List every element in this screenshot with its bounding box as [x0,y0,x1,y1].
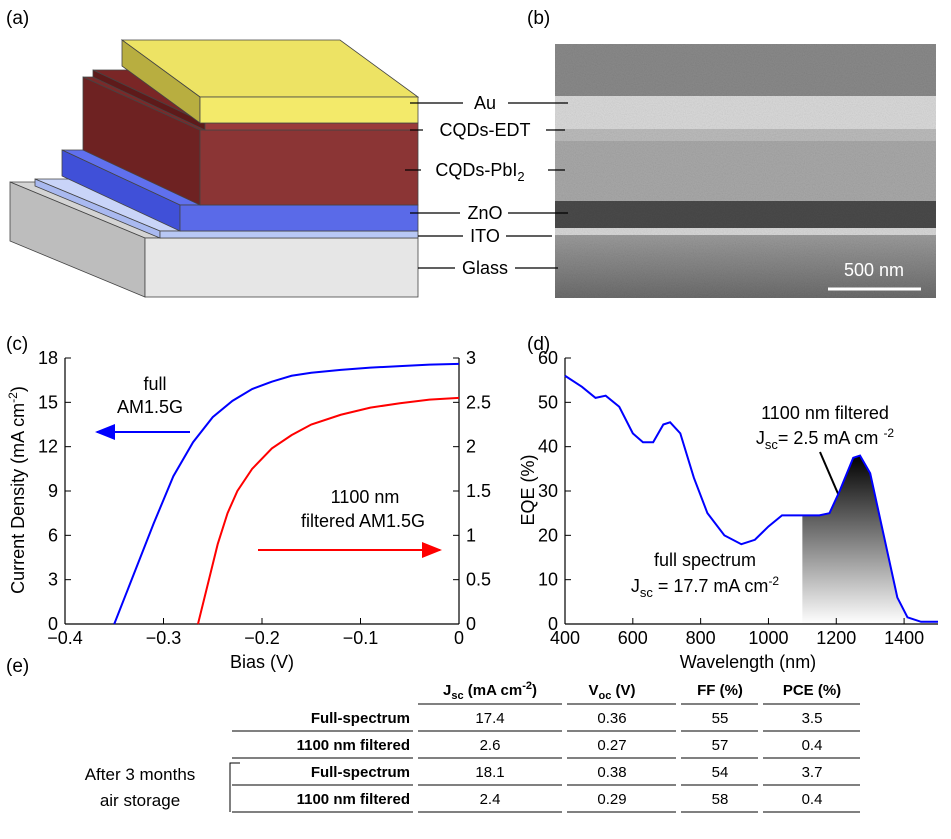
annotation: full spectrum [654,550,756,570]
y-tick-label: 20 [538,525,558,545]
table-cell: 55 [712,710,729,727]
y2-tick-label: 2.5 [466,392,491,412]
x-tick-label: 1200 [816,628,856,648]
table-cell: 18.1 [475,764,504,781]
x-tick-label: −0.3 [146,628,182,648]
table-cell: 2.4 [480,791,501,808]
data-line [113,362,460,625]
x-tick-label: 800 [686,628,716,648]
x-tick-label: 1400 [884,628,924,648]
panel-label: (e) [6,656,29,677]
y-tick-label: 0 [48,614,58,634]
annotation: Jsc= 2.5 mA cm -2 [756,426,895,452]
y-axis-label: EQE (%) [518,454,538,525]
column-header: PCE (%) [783,682,841,699]
table-cell: 57 [712,737,729,754]
table-cell: 17.4 [475,710,504,727]
x-tick-label: 400 [550,628,580,648]
data-line [197,396,460,625]
table-cell: 0.36 [597,710,626,727]
y-tick-label: 6 [48,525,58,545]
x-axis-label: Bias (V) [230,652,294,672]
bracket [229,762,240,812]
y-axis-label: Current Density (mA cm-2) [6,386,28,594]
layer-label: ZnO [467,203,502,223]
leader-lines [405,102,568,269]
row-label: 1100 nm filtered [297,737,410,754]
sem-image [555,44,936,298]
panel-label: (c) [6,334,28,355]
panel-label: (a) [6,8,29,29]
y-tick-label: 3 [48,570,58,590]
y2-tick-label: 2 [466,437,476,457]
table-cell: 0.38 [597,764,626,781]
annotation: 1100 nm filtered [761,403,889,423]
table-cell: 3.5 [802,710,823,727]
y-tick-label: 0 [548,614,558,634]
y-tick-label: 12 [38,437,58,457]
layer-label: Au [474,93,496,113]
layer-label: Glass [462,258,508,278]
y-tick-label: 15 [38,392,58,412]
annotation: full [143,374,166,394]
y2-tick-label: 1.5 [466,481,491,501]
row-label: Full-spectrum [311,764,410,781]
x-tick-label: −0.4 [47,628,83,648]
shaded-area [802,455,938,624]
column-header: Jsc (mA cm-2) [443,680,537,702]
y2-tick-label: 1 [466,525,476,545]
y-tick-label: 40 [538,437,558,457]
row-label: Full-spectrum [311,710,410,727]
y-tick-label: 18 [38,348,58,368]
layer-label: CQDs-PbI2 [435,160,524,184]
x-tick-label: −0.2 [244,628,280,648]
table-cell: 2.6 [480,737,501,754]
y-tick-label: 30 [538,481,558,501]
group-label: After 3 months [85,765,196,784]
x-tick-label: −0.1 [343,628,379,648]
column-header: Voc (V) [588,682,635,702]
table-cell: 3.7 [802,764,823,781]
group-label: air storage [100,791,180,810]
table-cell: 0.27 [597,737,626,754]
x-tick-label: 0 [454,628,464,648]
column-header: FF (%) [697,682,743,699]
layer-label: ITO [470,226,500,246]
layer-label: CQDs-EDT [440,120,531,140]
annotation: filtered AM1.5G [301,511,425,531]
y2-tick-label: 0.5 [466,570,491,590]
table-cell: 0.4 [802,737,823,754]
annotation: AM1.5G [117,397,183,417]
scale-bar-label: 500 nm [844,260,904,280]
y-tick-label: 10 [538,570,558,590]
y2-tick-label: 0 [466,614,476,634]
x-tick-label: 1000 [748,628,788,648]
panel-label: (b) [527,8,550,29]
table-cell: 54 [712,764,729,781]
data-line [564,374,938,623]
table-cell: 58 [712,791,729,808]
x-tick-label: 600 [618,628,648,648]
y-tick-label: 60 [538,348,558,368]
row-label: 1100 nm filtered [297,791,410,808]
y-tick-label: 50 [538,392,558,412]
device-schematic [9,39,420,298]
table-cell: 0.29 [597,791,626,808]
annotation: Jsc = 17.7 mA cm-2 [631,574,780,600]
y-tick-label: 9 [48,481,58,501]
x-axis-label: Wavelength (nm) [680,652,816,672]
annotation: 1100 nm [331,487,400,507]
y2-tick-label: 3 [466,348,476,368]
panel-label: (d) [527,334,550,355]
table-cell: 0.4 [802,791,823,808]
